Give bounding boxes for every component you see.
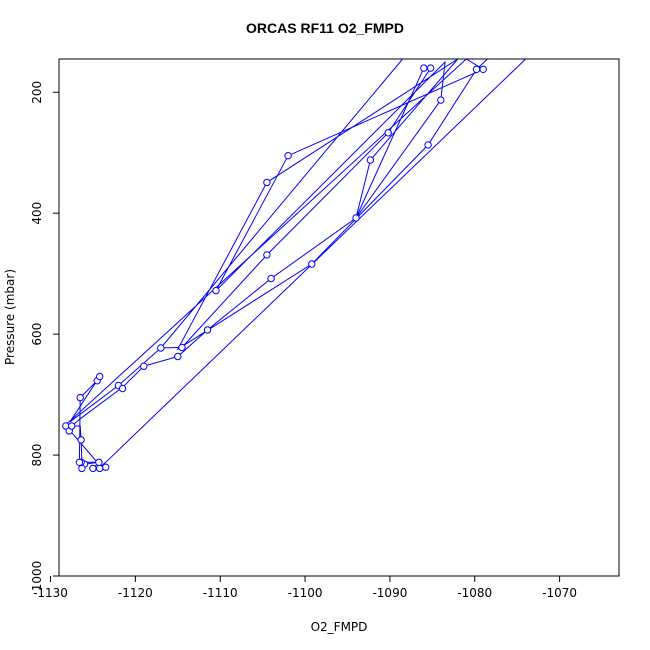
plot-frame [58, 58, 620, 577]
data-point [118, 384, 127, 393]
x-axis-title: O2_FMPD [311, 620, 368, 634]
data-point [263, 251, 271, 259]
x-tick-label: -1120 [118, 586, 153, 600]
y-tick-label: 400 [30, 202, 44, 225]
y-axis: 200 400 600 800 1000 [30, 81, 59, 591]
data-point [479, 65, 487, 74]
data-point [174, 352, 182, 361]
data-point [384, 129, 392, 137]
data-point [75, 458, 84, 466]
data-point [420, 64, 428, 72]
data-point [308, 260, 316, 268]
data-point [140, 362, 148, 370]
chart-title: ORCAS RF11 O2_FMPD [246, 20, 404, 36]
data-point [352, 214, 360, 222]
data-point [284, 152, 292, 160]
data-point [267, 274, 275, 283]
x-tick-label: -1100 [288, 586, 323, 600]
data-point [157, 344, 165, 352]
x-tick-label: -1110 [203, 586, 238, 600]
x-tick-label: -1070 [542, 586, 577, 600]
x-tick-label: -1130 [33, 586, 68, 600]
data-point [77, 436, 85, 444]
data-point [178, 343, 186, 352]
x-axis: -1130 -1120 -1110 -1100 -1090 -1080 -1070 [33, 576, 577, 600]
data-point [95, 458, 103, 466]
y-axis-title: Pressure (mbar) [3, 269, 17, 365]
x-tick-label: -1080 [457, 586, 492, 600]
data-point [263, 178, 271, 187]
data-point [437, 96, 445, 104]
data-point [76, 393, 84, 402]
data-point [472, 65, 481, 74]
data-point [203, 326, 212, 334]
x-tick-label: -1090 [372, 586, 407, 600]
data-point [96, 372, 104, 381]
data-point [89, 464, 97, 473]
data-point [424, 141, 432, 149]
y-tick-label: 800 [30, 444, 44, 467]
data-point [426, 64, 435, 72]
data-point [96, 464, 104, 473]
data-series [62, 59, 527, 473]
y-tick-label: 1000 [30, 561, 44, 592]
data-point [366, 156, 375, 164]
y-tick-label: 200 [30, 81, 44, 104]
data-point [212, 286, 220, 295]
data-point [78, 464, 86, 473]
y-tick-label: 600 [30, 323, 44, 346]
data-point [68, 422, 76, 430]
series-line [65, 59, 527, 470]
data-point [102, 463, 110, 471]
